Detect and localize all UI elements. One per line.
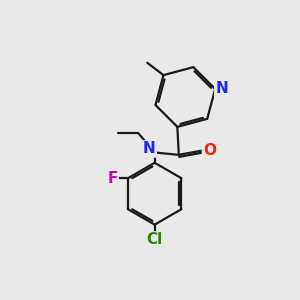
Text: N: N — [143, 141, 156, 156]
Text: F: F — [107, 171, 118, 186]
Text: O: O — [203, 143, 216, 158]
Text: Cl: Cl — [146, 232, 163, 247]
Text: N: N — [215, 82, 228, 97]
